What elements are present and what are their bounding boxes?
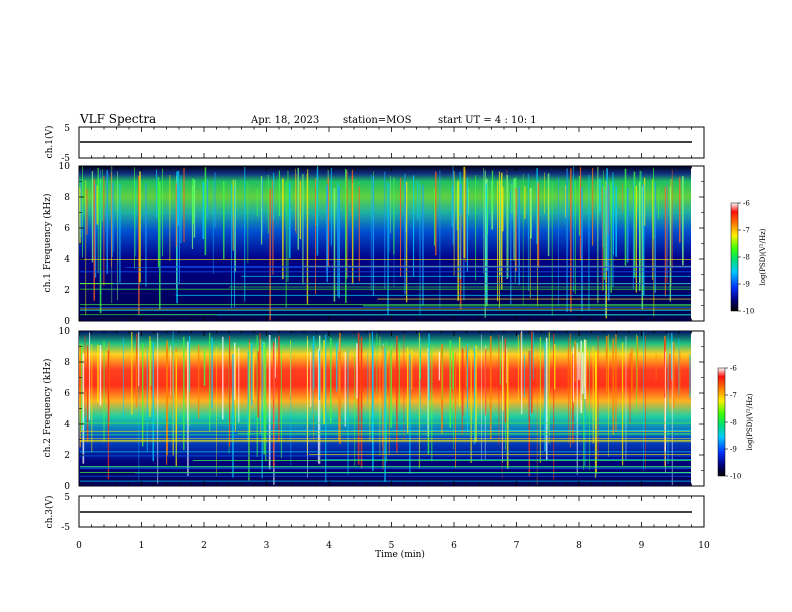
colorbar-tick-label: -8 <box>730 419 737 427</box>
x-axis-tick-labels: 0 1 2 3 4 5 6 7 8 9 10 <box>76 541 710 551</box>
x-axis-label: Time (min) <box>375 549 425 560</box>
ch1-wave-ytick-top: 5 <box>64 124 70 134</box>
date-label: Apr. 18, 2023 <box>250 115 319 126</box>
station-label: station=MOS <box>343 115 412 126</box>
colorbar-tick-label: -6 <box>743 200 750 208</box>
colorbar-tick-label: -10 <box>730 473 741 481</box>
ch1-spec-ylabel: ch.1 Frequency (kHz) <box>42 194 53 293</box>
colorbar-tick-label: -9 <box>730 446 737 454</box>
x-tick-label: 1 <box>139 541 145 551</box>
y-tick-label: 2 <box>64 286 70 296</box>
ch3-wave-ylabel: ch.3(V) <box>44 496 55 529</box>
colorbar-tick-label: -6 <box>730 365 737 373</box>
ch2-colorbar <box>717 367 726 477</box>
colorbar-tick-label: -9 <box>743 281 750 289</box>
y-tick-label: 4 <box>64 420 70 430</box>
y-tick-label: 6 <box>64 389 70 399</box>
colorbar-tick-label: -10 <box>743 308 754 316</box>
y-tick-label: 6 <box>64 224 70 234</box>
y-tick-label: 4 <box>64 255 70 265</box>
x-axis-ticks <box>78 127 705 527</box>
ch1-wave-ytick-bottom: -5 <box>61 154 70 164</box>
x-tick-label: 0 <box>76 541 82 551</box>
colorbar-tick-label: -8 <box>743 254 750 262</box>
y-tick-label: 0 <box>64 482 70 492</box>
ch2-spectrogram-panel: 0 2 4 6 8 10 ch.2 Frequency (kHz) -6 -7 -8 -9 -10… <box>42 327 754 492</box>
x-tick-label: 2 <box>201 541 207 551</box>
x-tick-label: 4 <box>326 541 332 551</box>
x-tick-label: 6 <box>451 541 457 551</box>
ch2-spec-ylabel: ch.2 Frequency (kHz) <box>42 359 53 458</box>
y-tick-label: 8 <box>64 193 70 203</box>
colorbar-tick-label: -7 <box>730 392 737 400</box>
y-tick-label: 0 <box>64 317 70 327</box>
colorbar-tick-label: -7 <box>743 227 750 235</box>
ch1-spectrogram-features <box>79 166 691 321</box>
ch2-colorbar-label: log(PSD)(V²/Hz) <box>746 393 754 450</box>
ch1-spectrogram-panel: 0 2 4 6 8 10 ch.1 Frequency (kHz) -6 -7 -8 -9 -10… <box>42 162 767 327</box>
y-tick-label: 10 <box>59 162 71 172</box>
ch3-waveform-panel: 5 -5 ch.3(V) <box>44 493 705 533</box>
x-tick-label: 9 <box>639 541 645 551</box>
ch3-wave-ytick-top: 5 <box>64 493 70 503</box>
y-tick-label: 2 <box>64 451 70 461</box>
ch1-waveform-panel: 5 -5 ch.1(V) <box>44 124 705 164</box>
x-tick-label: 8 <box>576 541 582 551</box>
ch1-wave-ylabel: ch.1(V) <box>44 126 55 159</box>
x-tick-label: 7 <box>514 541 520 551</box>
x-tick-label: 3 <box>264 541 270 551</box>
x-tick-label: 5 <box>389 541 395 551</box>
y-tick-label: 8 <box>64 358 70 368</box>
figure-title: VLF Spectra <box>79 112 156 126</box>
ch2-spectrogram-features <box>79 331 691 486</box>
ch3-wave-ytick-bottom: -5 <box>61 523 70 533</box>
ch1-colorbar-label: log(PSD)(V²/Hz) <box>759 228 767 285</box>
start-ut-label: start UT = 4 : 10: 1 <box>438 115 537 126</box>
ch1-colorbar <box>730 202 739 312</box>
x-tick-label: 10 <box>698 541 710 551</box>
y-tick-label: 10 <box>59 327 71 337</box>
